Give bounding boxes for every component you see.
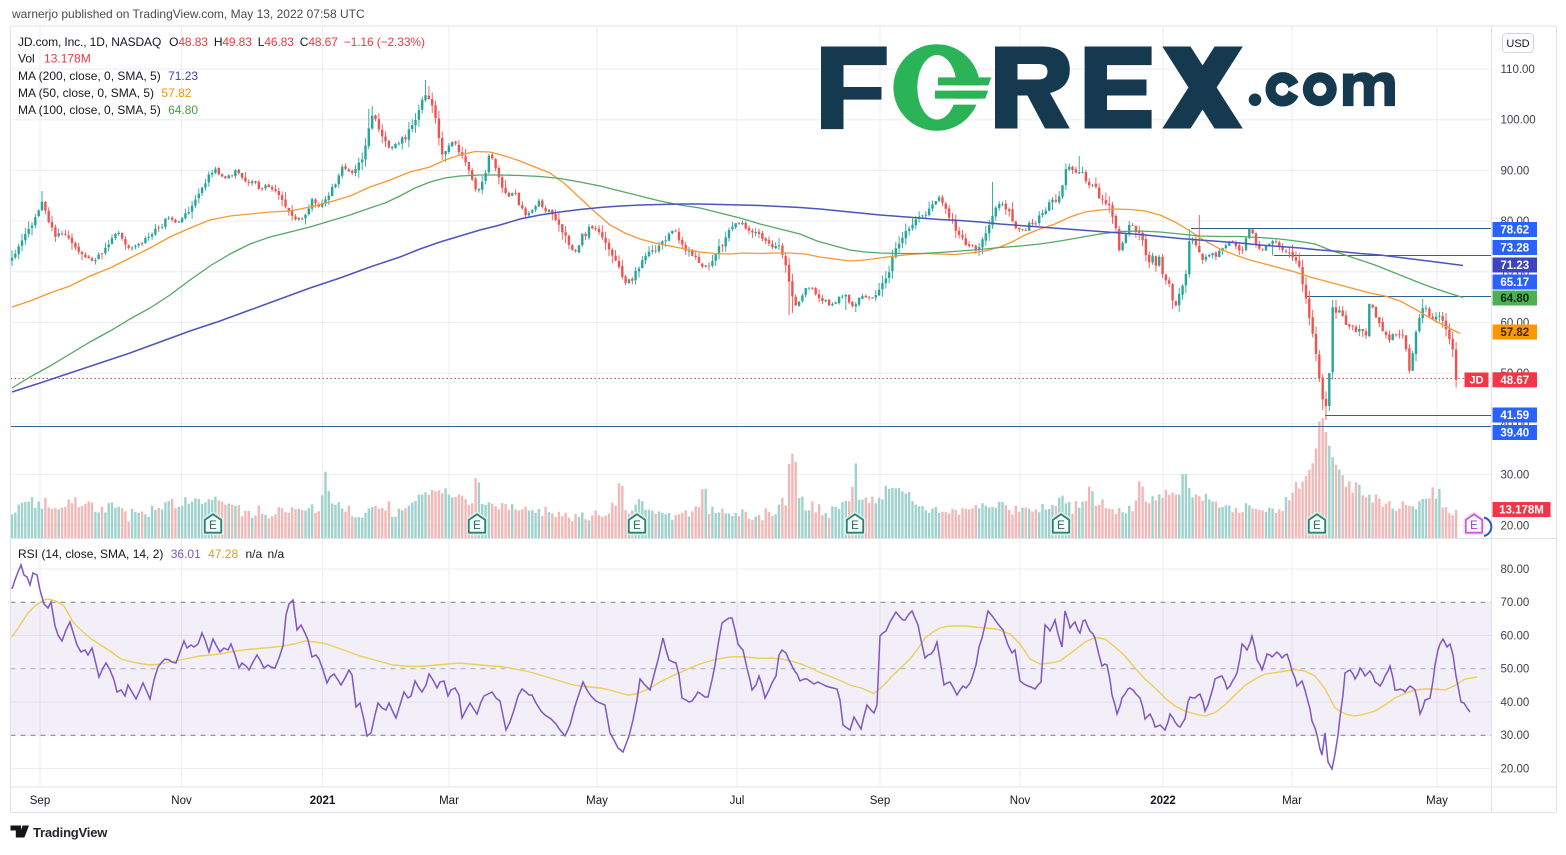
svg-text:39.40: 39.40 (1500, 428, 1529, 440)
svg-text:MA (200, close, 0, SMA, 5) 71.: MA (200, close, 0, SMA, 5) 71.23 (18, 69, 198, 83)
svg-text:warnerjo published on TradingV: warnerjo published on TradingView.com, M… (11, 7, 365, 21)
svg-text:30.00: 30.00 (1501, 470, 1530, 482)
svg-text:Mar: Mar (439, 795, 459, 807)
svg-text:50.00: 50.00 (1501, 664, 1530, 676)
svg-text:E: E (1470, 520, 1478, 532)
svg-text:90.00: 90.00 (1501, 165, 1530, 177)
svg-text:2022: 2022 (1150, 795, 1176, 807)
svg-text:57.82: 57.82 (1500, 327, 1529, 339)
svg-text:64.80: 64.80 (1500, 293, 1529, 305)
svg-text:Vol 13.178M: Vol 13.178M (18, 52, 91, 66)
svg-text:Mar: Mar (1282, 795, 1302, 807)
svg-text:E: E (633, 520, 641, 532)
svg-text:110.00: 110.00 (1501, 64, 1535, 76)
svg-text:JD: JD (1469, 375, 1483, 387)
svg-text:MA (50, close, 0, SMA, 5) 57.8: MA (50, close, 0, SMA, 5) 57.82 (18, 86, 192, 100)
svg-text:70.00: 70.00 (1501, 597, 1530, 609)
svg-text:13.178M: 13.178M (1499, 505, 1544, 517)
svg-text:Jul: Jul (730, 795, 745, 807)
svg-text:E: E (1057, 520, 1065, 532)
svg-text:40.00: 40.00 (1501, 697, 1530, 709)
svg-text:MA (100, close, 0, SMA, 5) 64.: MA (100, close, 0, SMA, 5) 64.80 (18, 103, 198, 117)
svg-text:Sep: Sep (870, 795, 890, 807)
svg-text:USD: USD (1506, 38, 1529, 50)
svg-text:100.00: 100.00 (1501, 115, 1536, 127)
svg-text:78.62: 78.62 (1500, 225, 1529, 237)
svg-text:E: E (473, 520, 481, 532)
svg-text:Sep: Sep (30, 795, 50, 807)
svg-text:TradingView: TradingView (33, 825, 108, 840)
svg-text:41.59: 41.59 (1500, 410, 1529, 422)
svg-text:48.67: 48.67 (1500, 375, 1529, 387)
svg-text:May: May (586, 795, 608, 807)
svg-text:Nov: Nov (1010, 795, 1031, 807)
svg-text:65.17: 65.17 (1500, 277, 1529, 289)
svg-text:Nov: Nov (171, 795, 192, 807)
svg-text:73.28: 73.28 (1500, 243, 1529, 255)
svg-text:May: May (1426, 795, 1448, 807)
svg-text:E: E (209, 520, 217, 532)
svg-text:20.00: 20.00 (1501, 764, 1530, 776)
svg-text:71.23: 71.23 (1500, 260, 1529, 272)
svg-text:30.00: 30.00 (1501, 730, 1530, 742)
svg-text:20.00: 20.00 (1501, 520, 1530, 532)
svg-text:80.00: 80.00 (1501, 564, 1530, 576)
svg-text:60.00: 60.00 (1501, 631, 1530, 643)
svg-text:RSI (14, close, SMA, 14, 2) 36: RSI (14, close, SMA, 14, 2) 36.01 47.28 … (18, 547, 285, 561)
svg-text:2021: 2021 (310, 795, 336, 807)
svg-text:E: E (1313, 520, 1321, 532)
svg-text:E: E (851, 520, 859, 532)
